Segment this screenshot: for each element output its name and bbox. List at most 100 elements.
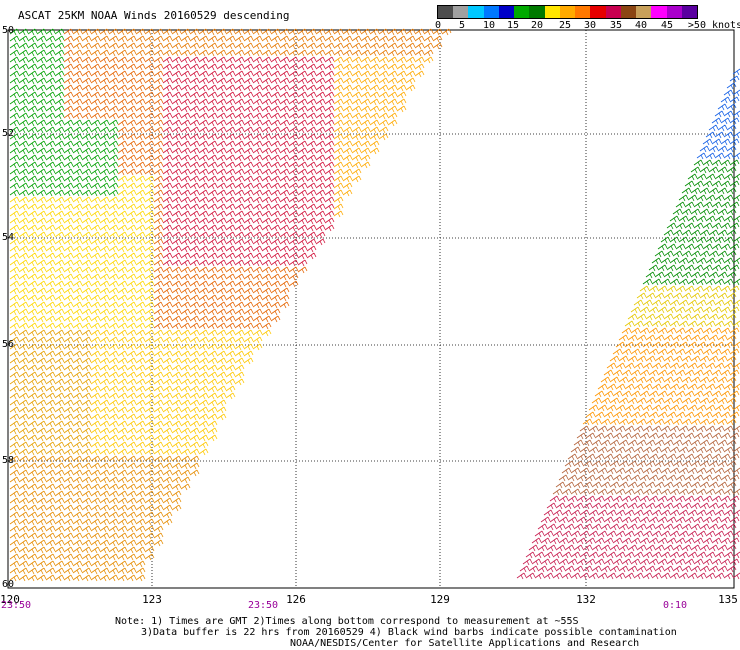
wind-barb <box>144 273 155 281</box>
wind-barb <box>324 175 335 183</box>
wind-barb <box>360 98 371 106</box>
wind-barb <box>63 329 74 337</box>
wind-barb <box>270 203 281 211</box>
wind-barb <box>9 77 20 85</box>
wind-barb <box>45 147 56 155</box>
wind-barb <box>171 308 182 316</box>
wind-barb <box>81 301 92 309</box>
wind-barb <box>252 259 263 267</box>
wind-barb <box>162 231 173 239</box>
wind-barb <box>144 259 155 267</box>
wind-barb <box>342 105 353 113</box>
wind-barb <box>243 196 254 204</box>
wind-barb <box>144 35 155 43</box>
wind-barb <box>333 147 344 155</box>
wind-barb <box>45 98 56 106</box>
wind-barb <box>9 217 20 225</box>
wind-barb <box>243 161 254 169</box>
wind-barb <box>72 266 83 274</box>
wind-barb <box>144 56 155 64</box>
wind-barb <box>207 301 218 309</box>
wind-barb <box>369 63 380 71</box>
wind-barb <box>225 147 236 155</box>
wind-barb <box>225 259 236 267</box>
wind-barb <box>63 364 74 372</box>
wind-barb <box>351 35 362 43</box>
wind-barb <box>243 168 254 176</box>
wind-barb <box>297 252 308 260</box>
wind-barb <box>333 203 344 211</box>
latitude-label: 54 <box>2 232 15 243</box>
wind-barb <box>180 217 191 225</box>
wind-barb <box>180 49 191 57</box>
wind-barb <box>225 217 236 225</box>
wind-barb <box>99 98 110 106</box>
wind-barb <box>189 182 200 190</box>
wind-barb <box>270 91 281 99</box>
wind-barb <box>342 133 353 141</box>
wind-barb <box>90 42 101 50</box>
wind-barb <box>90 308 101 316</box>
colorbar-segment <box>651 6 667 18</box>
wind-barb <box>270 77 281 85</box>
wind-barb <box>126 175 137 183</box>
wind-barb <box>54 259 65 267</box>
wind-barb <box>198 84 209 92</box>
wind-barb <box>270 273 281 281</box>
wind-barb <box>378 63 389 71</box>
wind-barb <box>387 28 398 36</box>
wind-barb <box>63 182 74 190</box>
wind-barb <box>108 126 119 134</box>
wind-barb <box>153 189 164 197</box>
wind-barb <box>396 84 407 92</box>
wind-barb <box>108 308 119 316</box>
wind-barb <box>9 119 20 127</box>
wind-barb <box>9 287 20 295</box>
time-label: 0:10 <box>662 600 688 611</box>
wind-barb <box>234 217 245 225</box>
wind-barb <box>405 70 416 78</box>
wind-barb <box>333 175 344 183</box>
wind-barb <box>72 315 83 323</box>
wind-barb <box>234 84 245 92</box>
wind-barb <box>45 196 56 204</box>
wind-barb <box>189 231 200 239</box>
wind-barb <box>27 315 38 323</box>
wind-barb <box>27 168 38 176</box>
wind-barb <box>207 357 218 365</box>
wind-barb <box>369 98 380 106</box>
wind-barb <box>324 35 335 43</box>
wind-barb <box>126 364 137 372</box>
wind-barb <box>162 252 173 260</box>
wind-barb <box>342 84 353 92</box>
wind-barb <box>99 329 110 337</box>
wind-barb <box>261 112 272 120</box>
wind-barb <box>18 112 29 120</box>
wind-barb <box>171 273 182 281</box>
wind-barb <box>306 252 317 260</box>
wind-barb <box>189 49 200 57</box>
wind-barb <box>324 49 335 57</box>
graticule <box>8 30 734 588</box>
wind-barb <box>243 287 254 295</box>
wind-barb <box>72 280 83 288</box>
wind-barb <box>27 49 38 57</box>
wind-barb <box>135 49 146 57</box>
wind-barb <box>180 98 191 106</box>
wind-barb <box>54 189 65 197</box>
wind-barb <box>9 273 20 281</box>
wind-barb <box>234 252 245 260</box>
wind-barb <box>45 322 56 330</box>
wind-barb <box>261 182 272 190</box>
wind-barb <box>45 252 56 260</box>
wind-barb <box>153 63 164 71</box>
wind-barb <box>45 336 56 344</box>
wind-barb <box>288 210 299 218</box>
wind-barb <box>324 133 335 141</box>
wind-barb <box>225 308 236 316</box>
wind-barb <box>270 196 281 204</box>
wind-barb <box>360 42 371 50</box>
wind-barb <box>135 357 146 365</box>
wind-barb <box>36 168 47 176</box>
wind-barb <box>90 49 101 57</box>
